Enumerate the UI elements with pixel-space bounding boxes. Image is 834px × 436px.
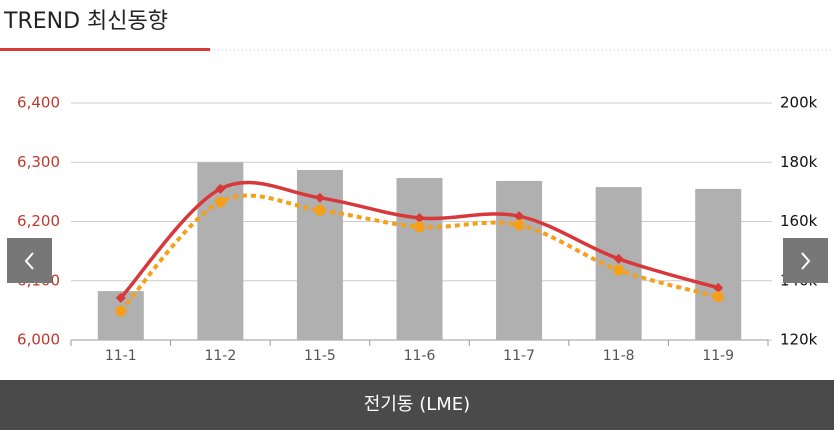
point	[712, 291, 724, 303]
point	[514, 211, 525, 222]
point	[215, 183, 226, 194]
y-tick-label: 6,000	[17, 331, 60, 349]
x-tick-label: 11-7	[503, 348, 535, 364]
bar	[396, 177, 443, 340]
y2-tick-label: 160k	[780, 212, 818, 230]
title-underline	[0, 48, 210, 51]
x-tick-label: 11-5	[304, 348, 336, 364]
x-tick-label: 11-6	[404, 348, 436, 364]
x-tick-label: 11-9	[702, 348, 734, 364]
point	[414, 221, 425, 233]
y2-tick-label: 180k	[780, 153, 818, 171]
chart-title: TREND 최신동향	[3, 9, 168, 34]
x-tick-label: 11-8	[603, 348, 635, 364]
point	[513, 219, 525, 231]
next-arrow	[801, 252, 811, 270]
prev-button[interactable]	[7, 238, 52, 283]
point	[214, 196, 226, 208]
prev-box[interactable]	[7, 238, 52, 283]
plot: 6,0006,1006,2006,3006,400120k140k160k180…	[17, 94, 818, 365]
point	[713, 282, 724, 293]
y-tick-label: 6,300	[17, 153, 60, 171]
y-tick-label: 6,400	[17, 94, 60, 112]
next-button[interactable]	[783, 238, 828, 283]
point	[115, 292, 126, 303]
bar	[695, 188, 742, 340]
next-box[interactable]	[783, 238, 828, 283]
bar	[496, 180, 543, 340]
y2-tick-label: 120k	[780, 331, 818, 349]
point	[314, 204, 326, 216]
x-tick-label: 11-2	[204, 348, 236, 364]
y2-tick-label: 200k	[780, 94, 818, 112]
point	[115, 305, 127, 317]
prev-arrow	[24, 252, 34, 270]
x-tick-label: 11-1	[105, 348, 137, 364]
footer-label: 전기동 (LME)	[364, 394, 470, 415]
point	[613, 264, 625, 276]
point	[414, 212, 425, 223]
point	[314, 192, 325, 203]
point	[613, 253, 624, 264]
footer-bar	[0, 380, 834, 430]
y-tick-label: 6,200	[17, 212, 60, 230]
